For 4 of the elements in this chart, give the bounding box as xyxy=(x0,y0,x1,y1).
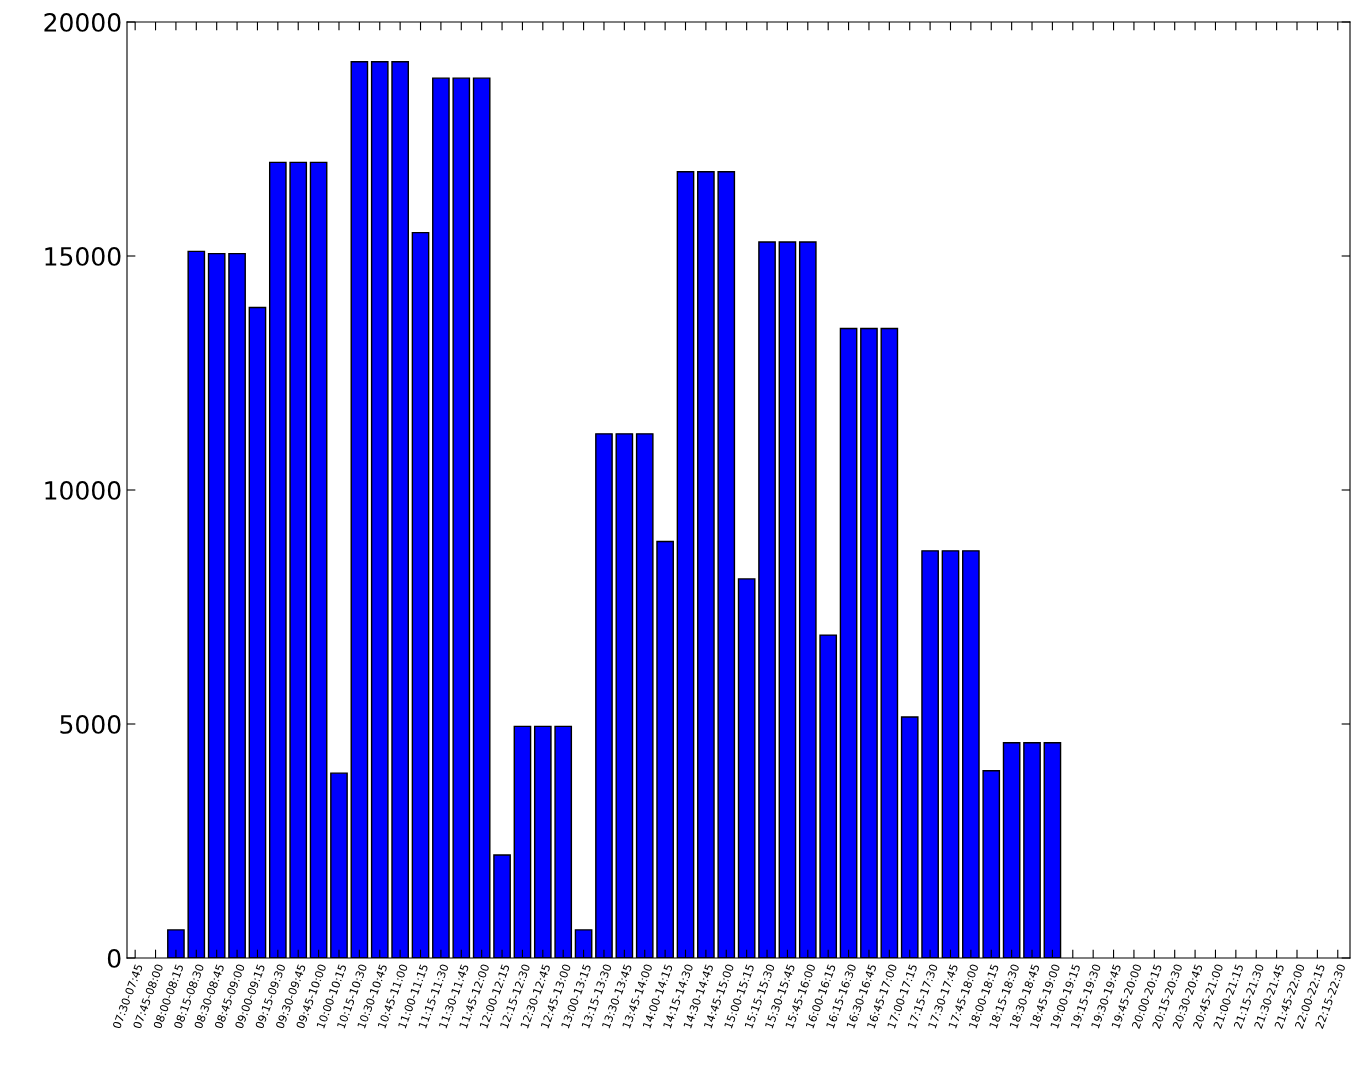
y-tick-label: 10000 xyxy=(45,480,121,500)
y-tick-label: 5000 xyxy=(60,714,121,734)
y-tick-label: 15000 xyxy=(45,246,121,266)
y-tick-label: 20000 xyxy=(44,12,121,32)
